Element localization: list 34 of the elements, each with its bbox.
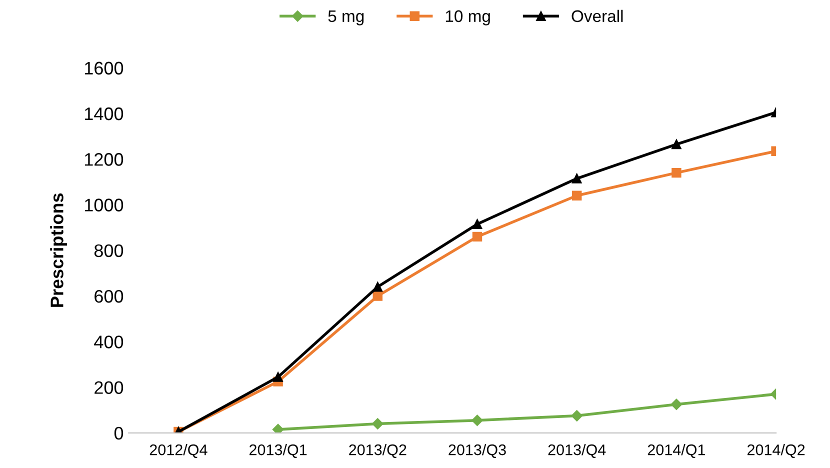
y-tick-label: 1400	[85, 107, 124, 120]
y-tick-label: 400	[94, 336, 124, 348]
y-tick-label: 0	[114, 426, 124, 440]
y-tick-label: 1000	[85, 198, 124, 212]
point	[273, 372, 283, 382]
y-tick-label: 600	[94, 290, 124, 303]
point	[572, 174, 582, 184]
point	[672, 168, 682, 178]
point	[372, 282, 383, 292]
y-tick-label: 1200	[85, 153, 124, 166]
x-tick-label: 2014/Q1	[648, 444, 706, 458]
point	[472, 219, 482, 230]
x-tick-label: 2013/Q3	[448, 444, 506, 458]
point	[670, 398, 682, 410]
point	[372, 291, 383, 301]
point	[272, 424, 284, 433]
legend-label: 10 mg	[446, 10, 490, 26]
y-tick-label: 800	[94, 244, 124, 258]
y-axis-title: Prescriptions	[50, 193, 67, 307]
x-tick-label: 2012/Q4	[150, 444, 208, 458]
point	[572, 190, 582, 200]
x-tick-label: 2014/Q2	[748, 444, 805, 458]
point	[571, 410, 582, 422]
point	[372, 418, 384, 430]
legend-label: 5 mg	[328, 10, 364, 26]
point	[672, 139, 682, 150]
y-tick-label: 1600	[85, 62, 124, 75]
x-tick-label: 2013/Q2	[349, 444, 406, 458]
x-tick-label: 2013/Q4	[548, 444, 606, 458]
y-tick-label: 200	[94, 381, 124, 394]
point	[472, 414, 483, 426]
legend-label: Overall	[572, 10, 623, 22]
point	[472, 232, 482, 242]
x-tick-label: 2013/Q1	[250, 444, 307, 458]
